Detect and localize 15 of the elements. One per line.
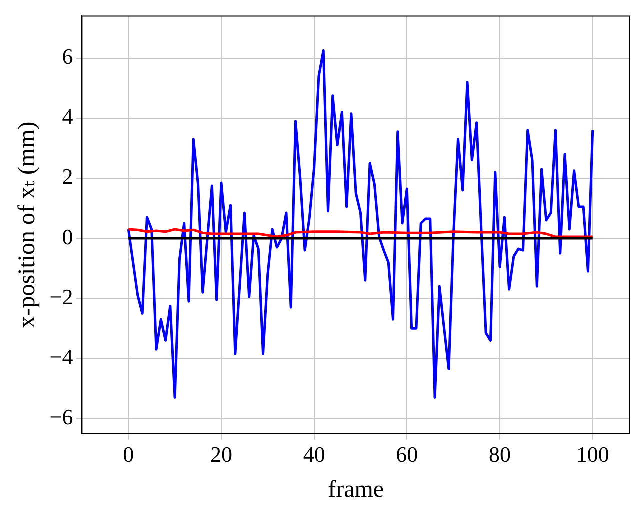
x-tick-label: 0: [123, 442, 134, 467]
y-tick-label: 6: [62, 44, 74, 70]
x-tick-label: 60: [396, 442, 418, 467]
x-tick-label: 40: [303, 442, 326, 467]
x-tick-label: 80: [489, 442, 512, 467]
y-axis-title: x-position of xₜ (mm): [14, 122, 41, 328]
y-tick-label: 4: [62, 104, 74, 130]
x-tick-label: 100: [576, 442, 610, 467]
y-tick-label: −4: [50, 344, 74, 370]
y-tick-label: 2: [62, 164, 74, 190]
y-tick-label: −6: [50, 404, 74, 430]
x-tick-label: 20: [210, 442, 232, 467]
x-axis-title: frame: [328, 476, 384, 503]
y-tick-label: −2: [50, 284, 74, 310]
y-tick-label: 0: [62, 224, 74, 250]
